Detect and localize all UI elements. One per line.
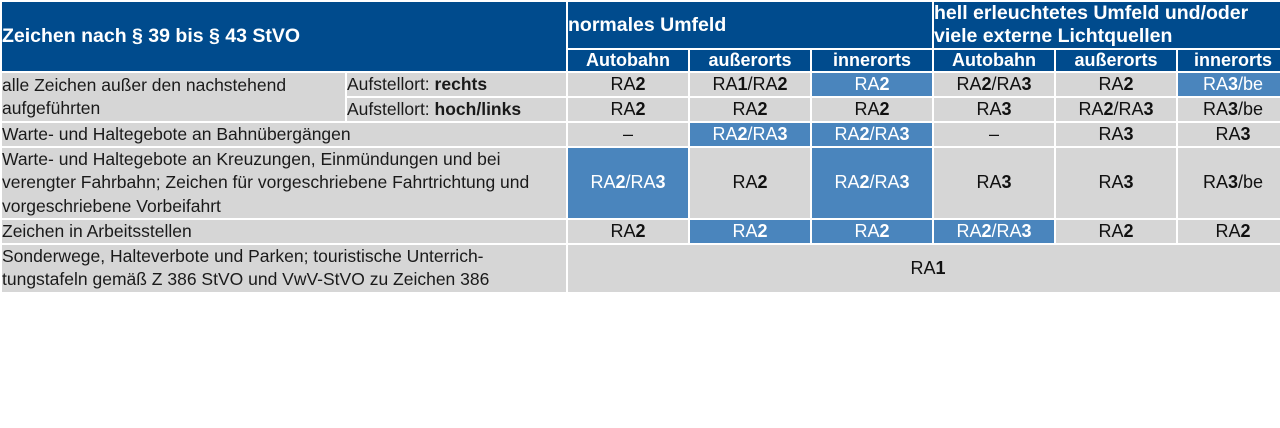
cell-r2-c2: RA2/RA3: [812, 148, 933, 218]
row-label-special-routes: Sonderwege, Halteverbote und Parken; tou…: [2, 245, 567, 292]
column-group-normal-environment: normales Umfeld: [568, 2, 933, 48]
retroreflection-class-table: Zeichen nach § 39 bis § 43 StVO normales…: [2, 2, 1280, 292]
header-row-groups: Zeichen nach § 39 bis § 43 StVO normales…: [2, 2, 1280, 72]
cell-r0a-c4: RA2: [1056, 73, 1177, 96]
cell-r0b-c1: RA2: [690, 97, 811, 121]
column-header-innerorts-normal: innerorts: [812, 50, 933, 72]
cell-r0b-c5: RA3/be: [1178, 97, 1280, 121]
row-label-all-signs: alle Zeichen außer den nachstehend aufge…: [2, 73, 345, 121]
cell-r1-c3: –: [934, 122, 1055, 146]
cell-r4-span: RA1: [568, 245, 1280, 292]
cell-r3-c2: RA2: [812, 219, 933, 244]
cell-r0b-c3: RA3: [934, 97, 1055, 121]
cell-r3-c0: RA2: [568, 219, 689, 244]
table-row: alle Zeichen außer den nachstehend aufge…: [2, 73, 1280, 121]
column-header-ausserorts-normal: außerorts: [690, 50, 811, 72]
cell-r0a-c0: RA2: [568, 73, 689, 96]
cell-r1-c2: RA2/RA3: [812, 122, 933, 146]
cell-r1-c4: RA3: [1056, 122, 1177, 146]
cell-r3-c1: RA2: [690, 219, 811, 244]
sublabel-mounting-right: Aufstellort: rechts: [347, 73, 567, 96]
column-group-bright-environment: hell erleuchtetes Umfeld und/oder viele …: [934, 2, 1280, 48]
cell-r2-c4: RA3: [1056, 148, 1177, 218]
column-header-innerorts-bright: innerorts: [1178, 50, 1280, 72]
cell-r0a-c5: RA3/be: [1178, 73, 1280, 96]
cell-r3-c3: RA2/RA3: [934, 219, 1055, 244]
cell-r1-c1: RA2/RA3: [690, 122, 811, 146]
cell-r3-c4: RA2: [1056, 219, 1177, 244]
cell-r1-c0: –: [568, 122, 689, 146]
sublabel-prefix: Aufstellort:: [347, 98, 435, 119]
cell-r0b-c0: RA2: [568, 97, 689, 121]
header-row-columns: Autobahn außerorts innerorts Autobahn au…: [2, 50, 1280, 72]
table-row: Zeichen in Arbeitsstellen RA2 RA2 RA2 RA…: [2, 219, 1280, 244]
sublabel-strong: hoch/links: [434, 98, 522, 119]
row-label-junctions: Warte- und Haltegebote an Kreuzungen, Ei…: [2, 148, 567, 218]
row-label-railway-crossings: Warte- und Haltegebote an Bahnübergängen: [2, 122, 567, 146]
cell-r3-c5: RA2: [1178, 219, 1280, 244]
sublabel-strong: rechts: [434, 74, 488, 95]
column-header-ausserorts-bright: außerorts: [1056, 50, 1177, 72]
table-row: Warte- und Haltegebote an Kreuzungen, Ei…: [2, 148, 1280, 218]
cell-r2-c1: RA2: [690, 148, 811, 218]
cell-r2-c3: RA3: [934, 148, 1055, 218]
cell-r0b-c2: RA2: [812, 97, 933, 121]
cell-r0a-c1: RA1/RA2: [690, 73, 811, 96]
table-row: Sonderwege, Halteverbote und Parken; tou…: [2, 245, 1280, 292]
cell-r2-c5: RA3/be: [1178, 148, 1280, 218]
column-header-autobahn-normal: Autobahn: [568, 50, 689, 72]
cell-r0a-c2: RA2: [812, 73, 933, 96]
column-header-autobahn-bright: Autobahn: [934, 50, 1055, 72]
sublabel-prefix: Aufstellort:: [347, 74, 435, 95]
sublabel-mounting-high-left: Aufstellort: hoch/links: [347, 97, 567, 121]
row-header-title: Zeichen nach § 39 bis § 43 StVO: [2, 2, 567, 72]
cell-r1-c5: RA3: [1178, 122, 1280, 146]
row-label-work-zones: Zeichen in Arbeitsstellen: [2, 219, 567, 244]
cell-r0a-c3: RA2/RA3: [934, 73, 1055, 96]
cell-r0b-c4: RA2/RA3: [1056, 97, 1177, 121]
table-row: Warte- und Haltegebote an Bahnübergängen…: [2, 122, 1280, 146]
cell-r2-c0: RA2/RA3: [568, 148, 689, 218]
table-row: Aufstellort: hoch/links RA2 RA2 RA2 RA3 …: [2, 97, 1280, 121]
